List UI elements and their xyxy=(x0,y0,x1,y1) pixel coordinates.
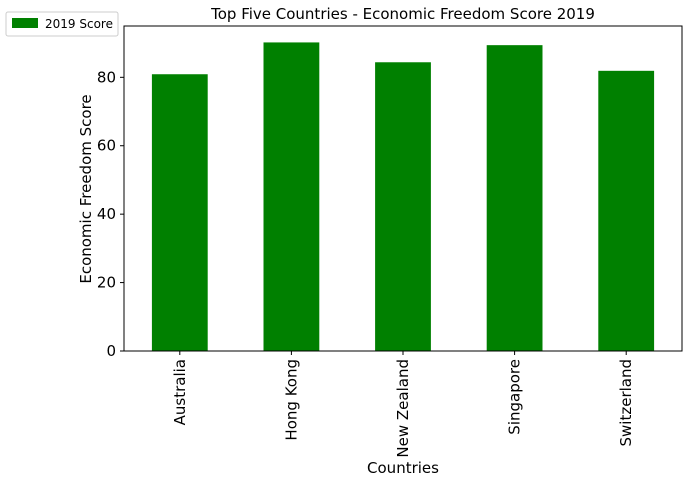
bar-hong-kong xyxy=(264,42,320,351)
x-axis-label: Countries xyxy=(367,459,439,477)
y-tick-label: 80 xyxy=(97,68,116,86)
y-tick-label: 60 xyxy=(97,137,116,155)
bar-singapore xyxy=(487,45,543,351)
x-tick-label: New Zealand xyxy=(394,359,412,458)
y-tick-label: 20 xyxy=(97,274,116,292)
y-tick-label: 0 xyxy=(106,342,116,360)
legend-swatch xyxy=(12,18,38,28)
bar-australia xyxy=(152,74,208,351)
bar-new-zealand xyxy=(375,62,431,351)
legend: 2019 Score xyxy=(6,12,118,36)
x-tick-label: Hong Kong xyxy=(282,359,300,441)
chart-title: Top Five Countries - Economic Freedom Sc… xyxy=(210,5,595,23)
bar-switzerland xyxy=(598,71,654,351)
x-tick-label: Singapore xyxy=(506,359,524,435)
plot-area: 0 20 40 60 80 Australia Hong Kong New Zealand Si… xyxy=(97,26,682,458)
y-tick-label: 40 xyxy=(97,205,116,223)
x-tick-label: Australia xyxy=(171,359,189,425)
x-tick-label: Switzerland xyxy=(617,359,635,447)
legend-label: 2019 Score xyxy=(45,17,113,31)
y-axis-label: Economic Freedom Score xyxy=(77,94,95,283)
